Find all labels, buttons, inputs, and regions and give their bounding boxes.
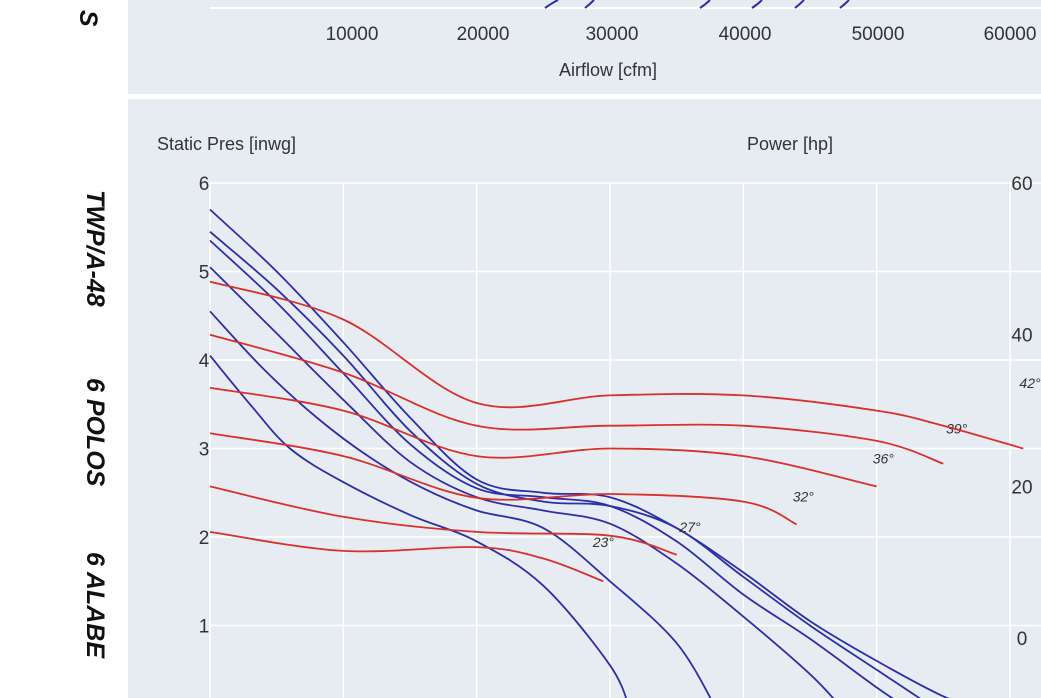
pressure-curve-label: 39° (1006, 695, 1028, 698)
top-chart: 10000 20000 30000 40000 50000 60000 Airf… (210, 0, 1041, 80)
top-x-tick-label: 20000 (457, 24, 510, 45)
pressure-curve (209, 239, 894, 698)
power-curve (209, 432, 798, 526)
pressure-curve (209, 310, 712, 698)
grid (209, 182, 1041, 698)
power-curve (209, 485, 677, 556)
top-chart-curve-fragment (794, 0, 805, 9)
top-chart-curve-fragment (699, 0, 711, 9)
power-curve-label: 23° (592, 534, 615, 550)
y-right-tick-label: 0 (1017, 629, 1028, 650)
power-curve (209, 386, 877, 488)
y-right-tick-label: 60 (1011, 174, 1032, 195)
y-right-tick-label: 40 (1011, 326, 1032, 347)
top-chart-curve-fragment (751, 0, 763, 9)
top-chart-curve-fragment (544, 0, 559, 9)
pressure-curve (209, 266, 835, 698)
y-left-axis-title: Static Pres [inwg] (157, 134, 296, 154)
y-left-tick-label: 1 (199, 617, 210, 638)
pressure-curve (209, 208, 950, 698)
y-left-tick-label: 3 (199, 440, 210, 461)
y-left-tick-label: 6 (199, 174, 210, 195)
top-chart-curve-fragment (839, 0, 850, 9)
power-curve-label: 36° (873, 451, 895, 467)
top-x-tick-label: 60000 (984, 24, 1037, 45)
top-x-axis-label: Airflow [cfm] (559, 60, 657, 80)
y-right-tick-label: 20 (1011, 477, 1032, 498)
y-right-axis-title: Power [hp] (747, 134, 833, 154)
power-curve-label: 42° (1019, 375, 1041, 391)
pressure-curve (209, 355, 628, 698)
pressure-curve (209, 231, 921, 698)
blade-count: 6 ALABE (81, 552, 109, 659)
pole-count: 6 POLOS (81, 378, 109, 487)
power-curve (209, 333, 944, 465)
performance-chart: 23°27°32°36°39°42°23°27°32°36°39°42° 123… (157, 134, 1041, 698)
pressure-curve-label: 36° (926, 695, 948, 698)
pressure-curve-label: 27° (718, 695, 741, 698)
top-x-tick-label: 10000 (326, 24, 379, 45)
y-left-tick-label: 4 (199, 351, 210, 372)
curves: 23°27°32°36°39°42°23°27°32°36°39°42° (209, 208, 1041, 698)
top-chart-panel (128, 0, 1041, 94)
top-x-tick-label: 30000 (586, 24, 639, 45)
power-curve (209, 531, 604, 583)
top-x-tick-label: 40000 (719, 24, 772, 45)
model-label: TWP/A-48 6 POLOS 6 ALABE (81, 190, 109, 659)
pressure-curve-label: 32° (846, 695, 868, 698)
power-curve-label: 27° (678, 519, 701, 535)
y-left-tick-label: 2 (199, 528, 210, 549)
model-name: TWP/A-48 (81, 190, 109, 307)
power-curve-label: 32° (793, 489, 815, 505)
top-side-label-fragment: S (74, 10, 102, 27)
top-chart-curve-fragment (584, 0, 595, 9)
power-curve-label: 39° (946, 420, 968, 436)
top-x-tick-label: 50000 (852, 24, 905, 45)
y-left-tick-label: 5 (199, 263, 210, 284)
power-curve (209, 280, 1024, 450)
pressure-curve-label: 23° (632, 695, 655, 698)
